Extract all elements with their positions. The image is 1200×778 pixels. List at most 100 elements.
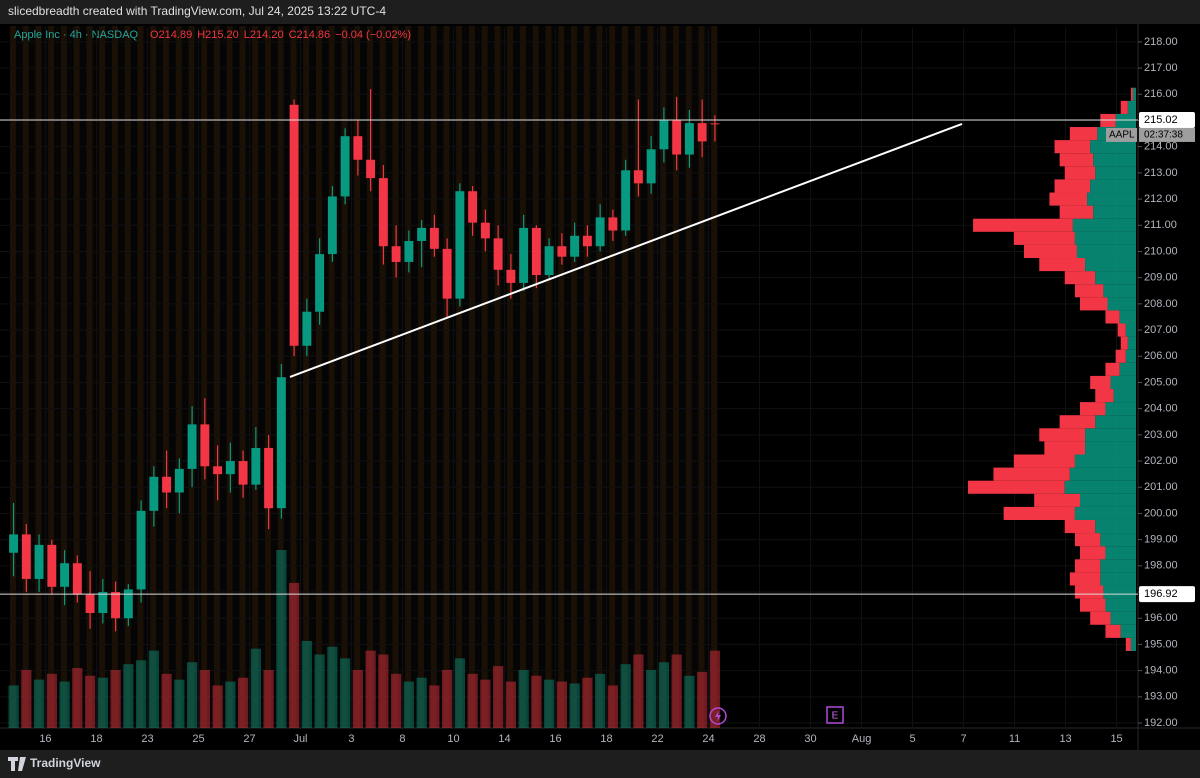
- x-tick-label: 23: [141, 733, 153, 745]
- volume-bar: [289, 582, 300, 728]
- candle-body: [174, 468, 184, 493]
- volume-bar: [263, 669, 274, 728]
- candle-body: [238, 461, 248, 485]
- y-tick-label: 204.00: [1144, 403, 1178, 415]
- x-tick-label: 18: [90, 733, 102, 745]
- profile-down: [993, 467, 1070, 481]
- y-tick-label: 192.00: [1144, 717, 1178, 729]
- profile-down: [1090, 611, 1111, 625]
- profile-down: [1064, 166, 1096, 180]
- profile-up: [1095, 271, 1136, 285]
- profile-down: [1024, 244, 1077, 259]
- candle-body: [149, 476, 159, 511]
- price-tag-label: 215.02: [1144, 114, 1178, 126]
- x-tick-label: 11: [1009, 733, 1020, 745]
- x-tick-label: 18: [600, 733, 612, 745]
- y-tick-label: 214.00: [1144, 141, 1178, 153]
- price-tag: [1139, 586, 1195, 603]
- profile-down: [1100, 113, 1116, 128]
- symbol-tag: [1106, 127, 1137, 142]
- candle-body: [213, 466, 223, 475]
- volume-bar: [365, 650, 376, 728]
- candle-body: [672, 120, 682, 155]
- profile-down: [1059, 415, 1096, 429]
- volume-bar: [595, 673, 606, 728]
- candle-body: [697, 123, 707, 142]
- candle-body: [417, 227, 427, 241]
- x-tick-label: 3: [348, 733, 354, 745]
- volume-bar: [301, 640, 312, 728]
- profile-up: [1100, 559, 1136, 573]
- profile-down: [1105, 362, 1120, 376]
- profile-up: [1103, 284, 1136, 298]
- candle-body: [582, 235, 592, 247]
- profile-down: [1049, 192, 1088, 206]
- profile-down: [1039, 258, 1086, 272]
- profile-down: [1069, 572, 1101, 586]
- profile-up: [1090, 140, 1136, 154]
- profile-up: [1095, 519, 1136, 534]
- profile-up: [1076, 244, 1136, 259]
- candle-body: [468, 191, 478, 223]
- legend-ohlc: C214.86: [289, 29, 331, 41]
- x-tick-label: 24: [702, 733, 714, 745]
- earnings-box: [826, 706, 844, 724]
- profile-down: [973, 218, 1073, 232]
- candle-body: [429, 227, 439, 249]
- candle-body: [264, 447, 274, 509]
- candle-body: [200, 424, 210, 467]
- x-tick-label: Aug: [852, 733, 872, 745]
- profile-up: [1125, 323, 1136, 337]
- attribution: slicedbreadth created with TradingView.c…: [8, 4, 386, 18]
- volume-bar: [633, 654, 644, 728]
- candle-body: [544, 246, 554, 276]
- profile-up: [1130, 637, 1136, 651]
- candle-body: [366, 159, 376, 179]
- x-tick-label: 5: [909, 733, 915, 745]
- candle-body: [98, 592, 108, 613]
- profile-down: [1054, 179, 1091, 193]
- profile-up: [1069, 467, 1136, 481]
- legend-ohlc: −0.04 (−0.02%): [335, 29, 411, 41]
- trendline: [289, 122, 963, 378]
- y-tick-label: 208.00: [1144, 298, 1178, 310]
- x-tick-label: 27: [243, 733, 255, 745]
- y-tick-label: 196.00: [1144, 612, 1178, 624]
- profile-down: [1120, 100, 1128, 114]
- profile-down: [1074, 585, 1104, 599]
- profile-up: [1085, 258, 1136, 272]
- candle-body: [60, 563, 70, 587]
- volume-bar: [709, 650, 721, 728]
- candle-body: [85, 594, 95, 613]
- candle-body: [276, 377, 286, 509]
- x-tick-label: 8: [399, 733, 405, 745]
- volume-bar: [467, 673, 478, 728]
- volume-bar: [684, 675, 695, 728]
- profile-up: [1127, 336, 1136, 350]
- profile-down: [1013, 231, 1075, 245]
- volume-bar: [123, 664, 134, 728]
- y-tick-label: 207.00: [1144, 324, 1178, 336]
- y-tick-label: 209.00: [1144, 272, 1178, 284]
- volume-bar: [607, 685, 618, 728]
- y-tick-label: 217.00: [1144, 62, 1178, 74]
- profile-up: [1103, 585, 1136, 599]
- profile-up: [1100, 572, 1136, 586]
- candle-body: [225, 461, 235, 475]
- profile-up: [1107, 297, 1136, 311]
- volume-bar: [531, 675, 542, 728]
- profile-down: [1090, 375, 1111, 390]
- volume-bar: [46, 673, 57, 728]
- legend-ohlc: L214.20: [244, 29, 284, 41]
- x-tick-label: 15: [1110, 733, 1122, 745]
- profile-down: [1117, 323, 1126, 337]
- y-tick-label: 206.00: [1144, 350, 1178, 362]
- volume-bar: [646, 669, 657, 728]
- volume-bar: [671, 654, 682, 728]
- x-tick-label: 7: [960, 733, 966, 745]
- candle-body: [47, 544, 57, 587]
- profile-down: [1059, 205, 1094, 219]
- legend-ohlc: H215.20: [197, 29, 239, 41]
- profile-up: [1074, 506, 1136, 520]
- y-tick-label: 212.00: [1144, 193, 1178, 205]
